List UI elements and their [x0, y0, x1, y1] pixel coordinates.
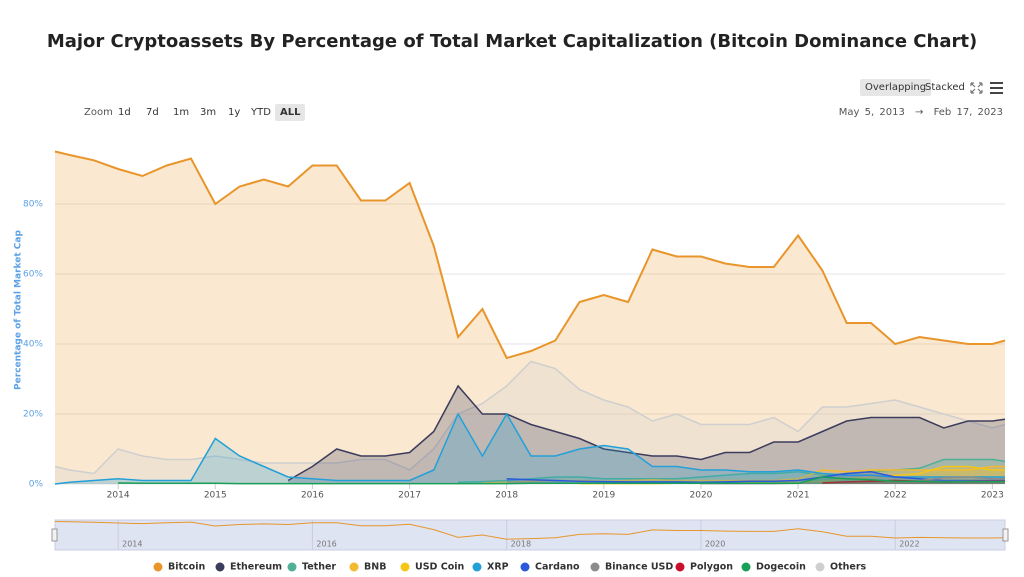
- legend-marker: [741, 562, 751, 572]
- navigator-handle[interactable]: [51, 528, 58, 542]
- y-tick-label: 20%: [23, 410, 43, 420]
- chart-title: Major Cryptoassets By Percentage of Tota…: [47, 31, 977, 52]
- legend-label[interactable]: Binance USD: [605, 562, 673, 573]
- date-range: May 5, 2013 → Feb 17, 2023: [839, 107, 1003, 118]
- zoom-button[interactable]: 1m: [173, 107, 190, 118]
- x-tick-label: 2017: [398, 491, 421, 501]
- date-separator: →: [915, 107, 924, 118]
- zoom-button[interactable]: 3m: [200, 107, 217, 118]
- series-area: [55, 361, 1005, 484]
- date-from[interactable]: May 5, 2013: [838, 107, 905, 118]
- legend-marker: [153, 562, 163, 572]
- legend-marker: [815, 562, 825, 572]
- legend-label[interactable]: BNB: [364, 562, 386, 573]
- navigator-tick-label: 2022: [899, 540, 919, 549]
- legend-marker: [400, 562, 410, 572]
- series-line: [54, 150, 1006, 360]
- y-tick-label: 40%: [23, 340, 43, 350]
- legend-label[interactable]: XRP: [487, 562, 509, 573]
- legend-label[interactable]: Others: [830, 562, 867, 573]
- fullscreen-icon[interactable]: [970, 82, 983, 94]
- navigator-tick-label: 2018: [511, 540, 531, 549]
- series-area: [701, 477, 1005, 484]
- legend-label[interactable]: Polygon: [690, 562, 733, 573]
- x-tick-label: 2020: [690, 491, 713, 501]
- navigator-handle[interactable]: [1002, 528, 1009, 542]
- zoom-button[interactable]: ALL: [275, 104, 306, 121]
- zoom-button[interactable]: 7d: [146, 107, 159, 118]
- legend-label[interactable]: Dogecoin: [756, 562, 806, 573]
- series-area: [579, 466, 1005, 484]
- legend-marker: [349, 562, 359, 572]
- series-line: [118, 476, 1005, 485]
- x-tick-label: 2021: [787, 491, 810, 501]
- legend-marker: [675, 562, 685, 572]
- view-mode-button[interactable]: Overlapping: [860, 79, 932, 96]
- series-line: [458, 458, 1006, 484]
- x-tick-label: 2023: [981, 491, 1004, 501]
- x-tick-label: 2016: [301, 491, 324, 501]
- zoom-button[interactable]: 1y: [228, 107, 241, 118]
- x-tick-label: 2022: [884, 491, 907, 501]
- legend-label[interactable]: Cardano: [535, 562, 580, 573]
- series-area: [288, 386, 1006, 484]
- x-tick-label: 2014: [107, 491, 130, 501]
- legend-marker: [215, 562, 225, 572]
- y-axis-label: Percentage of Total Market Cap: [14, 230, 24, 390]
- series-area: [55, 151, 1005, 484]
- navigator-tick-label: 2014: [122, 540, 142, 549]
- date-to[interactable]: Feb 17, 2023: [933, 107, 1003, 118]
- legend-marker: [590, 562, 600, 572]
- legend-label[interactable]: USD Coin: [415, 562, 465, 573]
- navigator-line: [54, 521, 1006, 540]
- zoom-label: Zoom: [84, 107, 113, 118]
- legend-label[interactable]: Tether: [302, 562, 336, 573]
- y-tick-label: 80%: [23, 200, 43, 210]
- x-tick-label: 2015: [204, 491, 227, 501]
- series-line: [54, 412, 1005, 485]
- legend-marker: [287, 562, 297, 572]
- navigator-tick-label: 2016: [316, 540, 336, 549]
- y-tick-label: 60%: [23, 270, 43, 280]
- series-line: [287, 384, 1006, 482]
- legend-label[interactable]: Bitcoin: [168, 562, 205, 573]
- x-tick-label: 2019: [592, 491, 615, 501]
- series-line: [54, 360, 1006, 475]
- y-tick-label: 0%: [29, 480, 44, 490]
- x-tick-label: 2018: [495, 491, 518, 501]
- menu-icon[interactable]: [990, 82, 1003, 94]
- zoom-button[interactable]: YTD: [251, 107, 271, 118]
- view-mode-button[interactable]: Stacked: [925, 82, 965, 93]
- legend-marker: [520, 562, 530, 572]
- navigator-tick-label: 2020: [705, 540, 725, 549]
- legend-marker: [472, 562, 482, 572]
- zoom-button[interactable]: 1d: [118, 107, 131, 118]
- legend-label[interactable]: Ethereum: [230, 562, 282, 573]
